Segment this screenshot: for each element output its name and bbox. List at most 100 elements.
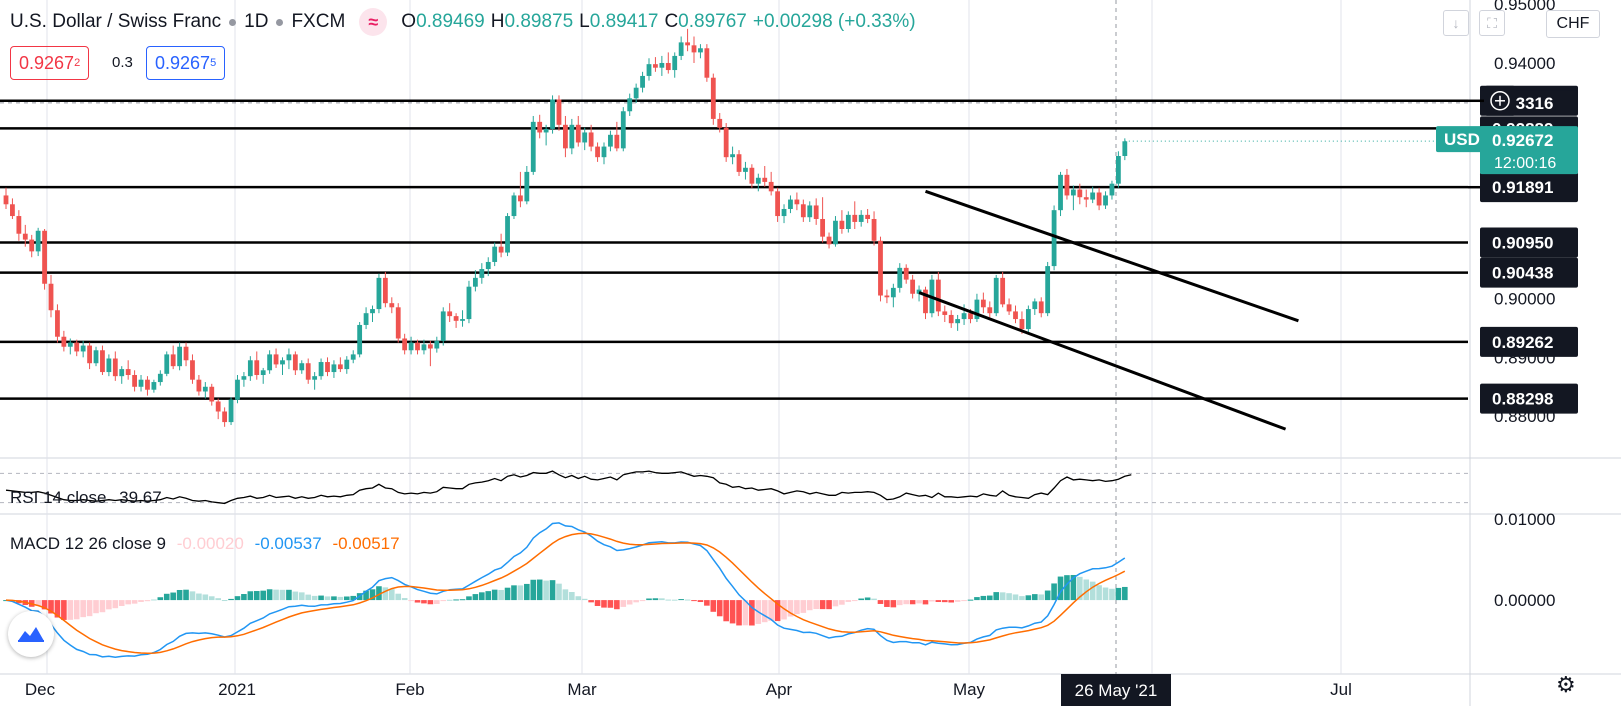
candle [421, 339, 427, 355]
candle [447, 303, 453, 323]
candle-body [427, 344, 433, 349]
macd-histogram-bar [961, 600, 967, 602]
macd-legend[interactable]: MACD 12 26 close 9 -0.00020 -0.00537 -0.… [10, 534, 400, 554]
settings-gear-icon[interactable]: ⚙ [1556, 672, 1576, 697]
candle-body [826, 236, 832, 245]
candle [395, 303, 401, 343]
candle-body [280, 360, 285, 365]
wave-icon[interactable]: ≈ [359, 8, 388, 36]
sell-button[interactable]: 0.9267 2 [10, 46, 90, 80]
candle-body [87, 345, 92, 364]
candle [845, 211, 851, 233]
candle [1115, 151, 1121, 188]
rsi-legend[interactable]: RSI 14 close 39.67 [10, 488, 162, 508]
candle-body [209, 386, 215, 402]
macd-histogram-bar [948, 600, 955, 603]
candle-body [800, 204, 806, 218]
candle-body [794, 199, 800, 205]
close-label: C [664, 11, 679, 32]
trendline [918, 291, 1287, 431]
candle [273, 348, 279, 368]
macd-histogram-bar [1051, 583, 1057, 601]
macd-histogram-bar [929, 600, 935, 602]
candle-body [267, 354, 273, 371]
buy-button[interactable]: 0.9267 5 [146, 46, 226, 80]
macd-histogram-bar [594, 600, 601, 606]
macd-histogram-bar [569, 591, 575, 601]
candle-body [878, 240, 883, 296]
tradingview-logo-icon[interactable] [8, 611, 54, 657]
macd-pane: 0.01000 0.00000 [3, 510, 1555, 658]
candle [222, 407, 228, 427]
macd-histogram-bar [440, 600, 447, 602]
candle-body [897, 267, 903, 288]
symbol-title[interactable]: U.S. Dollar / Swiss Franc [10, 11, 222, 32]
macd-histogram-bar [459, 599, 466, 601]
macd-histogram-bar [350, 595, 357, 601]
candle [254, 351, 260, 380]
currency-selector[interactable]: CHF [1546, 10, 1600, 38]
candle [1051, 205, 1057, 271]
candle-body [202, 386, 208, 392]
level-badge-bg [1480, 326, 1578, 357]
candle-body [1103, 195, 1108, 206]
candle [370, 305, 375, 323]
candle [987, 301, 993, 318]
last-price-text: 0.92672 [1492, 131, 1553, 150]
macd-histogram-bar [163, 593, 170, 601]
candle-body [492, 246, 498, 262]
macd-histogram-bar [864, 597, 871, 601]
macd-histogram-bar [781, 600, 787, 620]
macd-histogram-bar [601, 600, 607, 608]
macd-histogram-bar [414, 600, 421, 603]
fullscreen-icon[interactable]: ⛶ [1479, 10, 1505, 36]
candle-body [595, 146, 600, 158]
download-icon[interactable]: ↓ [1443, 10, 1469, 36]
candle [376, 273, 382, 314]
candle [826, 232, 832, 249]
high-label: H [490, 11, 505, 32]
macd-histogram-bar [311, 595, 318, 601]
macd-histogram-bar [562, 589, 569, 601]
macd-histogram-bar [202, 594, 209, 601]
macd-histogram-bar [999, 592, 1006, 601]
sell-pipette: 2 [74, 57, 81, 69]
level-badge-text: 0.90950 [1492, 234, 1553, 253]
candle-body [415, 342, 420, 351]
candle [685, 28, 690, 52]
macd-histogram-bar [376, 586, 382, 601]
candle [749, 164, 755, 188]
candle [1083, 189, 1089, 208]
candle [878, 236, 883, 302]
candle [286, 348, 292, 370]
candle-body [61, 336, 67, 347]
level-badge-bg [1480, 257, 1578, 288]
candle [170, 345, 176, 370]
candle [640, 71, 645, 93]
interval-label[interactable]: 1D [244, 11, 269, 32]
candle-body [845, 214, 851, 229]
candle-body [543, 128, 549, 133]
candle-body [93, 350, 99, 364]
candle-body [987, 307, 993, 314]
candle [292, 351, 298, 375]
candle [460, 310, 465, 327]
macd-histogram-bar [884, 600, 890, 607]
candle-body [768, 181, 774, 192]
candle-body [749, 167, 755, 184]
macd-histogram-bar [742, 600, 749, 626]
macd-histogram-bar [363, 590, 369, 601]
candle-body [389, 303, 395, 308]
candle-body [106, 358, 112, 373]
candle [717, 113, 723, 133]
candle [55, 304, 60, 343]
candle-body [190, 360, 195, 380]
candle-body [569, 124, 575, 149]
macd-histogram-bar [144, 600, 151, 602]
candle [247, 356, 253, 381]
candle-body [241, 376, 247, 380]
macd-histogram-bar [266, 589, 273, 601]
candle-body [222, 411, 228, 423]
